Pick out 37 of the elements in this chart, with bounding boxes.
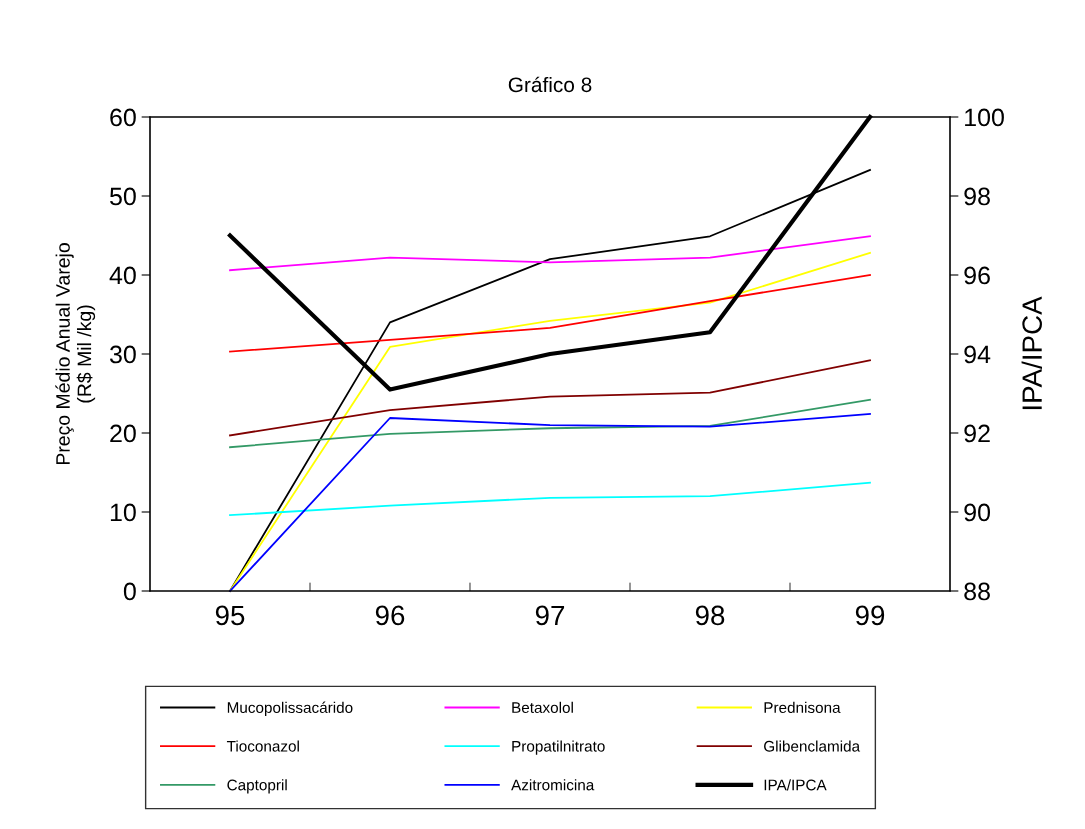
y2-tick-label: 88 — [964, 582, 990, 601]
line-series — [229, 235, 871, 272]
y-tick-label: 60 — [110, 108, 136, 127]
line-series — [229, 398, 871, 449]
x-tick-label: 98 — [695, 605, 725, 626]
y2-tick-label: 96 — [964, 266, 990, 285]
legend-label: Glibenclamida — [764, 740, 861, 752]
y-tick-label: 20 — [110, 424, 136, 443]
legend-label: IPA/IPCA — [764, 779, 827, 791]
legend-label: Tioconazol — [226, 740, 299, 752]
y2-tick-label: 100 — [965, 108, 1004, 127]
y2-tick-label: 98 — [964, 187, 990, 206]
x-tick-label: 95 — [215, 605, 245, 626]
y2-axis-title: IPA/IPCA — [1021, 296, 1042, 410]
line-series — [229, 274, 871, 353]
y2-tick-label: 92 — [964, 424, 990, 443]
line-series — [229, 359, 871, 437]
legend-label: Azitromicina — [511, 779, 595, 791]
y-tick-label: 0 — [123, 582, 136, 601]
y-tick-label: 10 — [110, 503, 136, 522]
legend-label: Betaxolol — [512, 701, 573, 713]
line-series — [229, 481, 871, 517]
legend-label: Captopril — [227, 779, 287, 794]
x-tick-label: 97 — [535, 605, 565, 626]
y-tick-label: 30 — [109, 345, 136, 364]
chart-title: Gráfico 8 — [508, 76, 592, 93]
x-tick-label: 96 — [375, 605, 405, 626]
line-series — [229, 413, 871, 592]
x-tick-label: 99 — [855, 605, 885, 626]
y2-tick-label: 94 — [964, 345, 991, 364]
y-tick-label: 50 — [110, 187, 136, 206]
y2-tick-label: 90 — [964, 503, 991, 522]
y-axis-title: Preço Médio Anual Varejo (R$ Mil /kg) — [55, 243, 96, 465]
y-tick-label: 40 — [109, 266, 136, 285]
legend-label: Mucopolissacárido — [227, 701, 353, 717]
legend-label: Propatilnitrato — [512, 740, 605, 755]
legend-label: Prednisona — [764, 701, 841, 713]
